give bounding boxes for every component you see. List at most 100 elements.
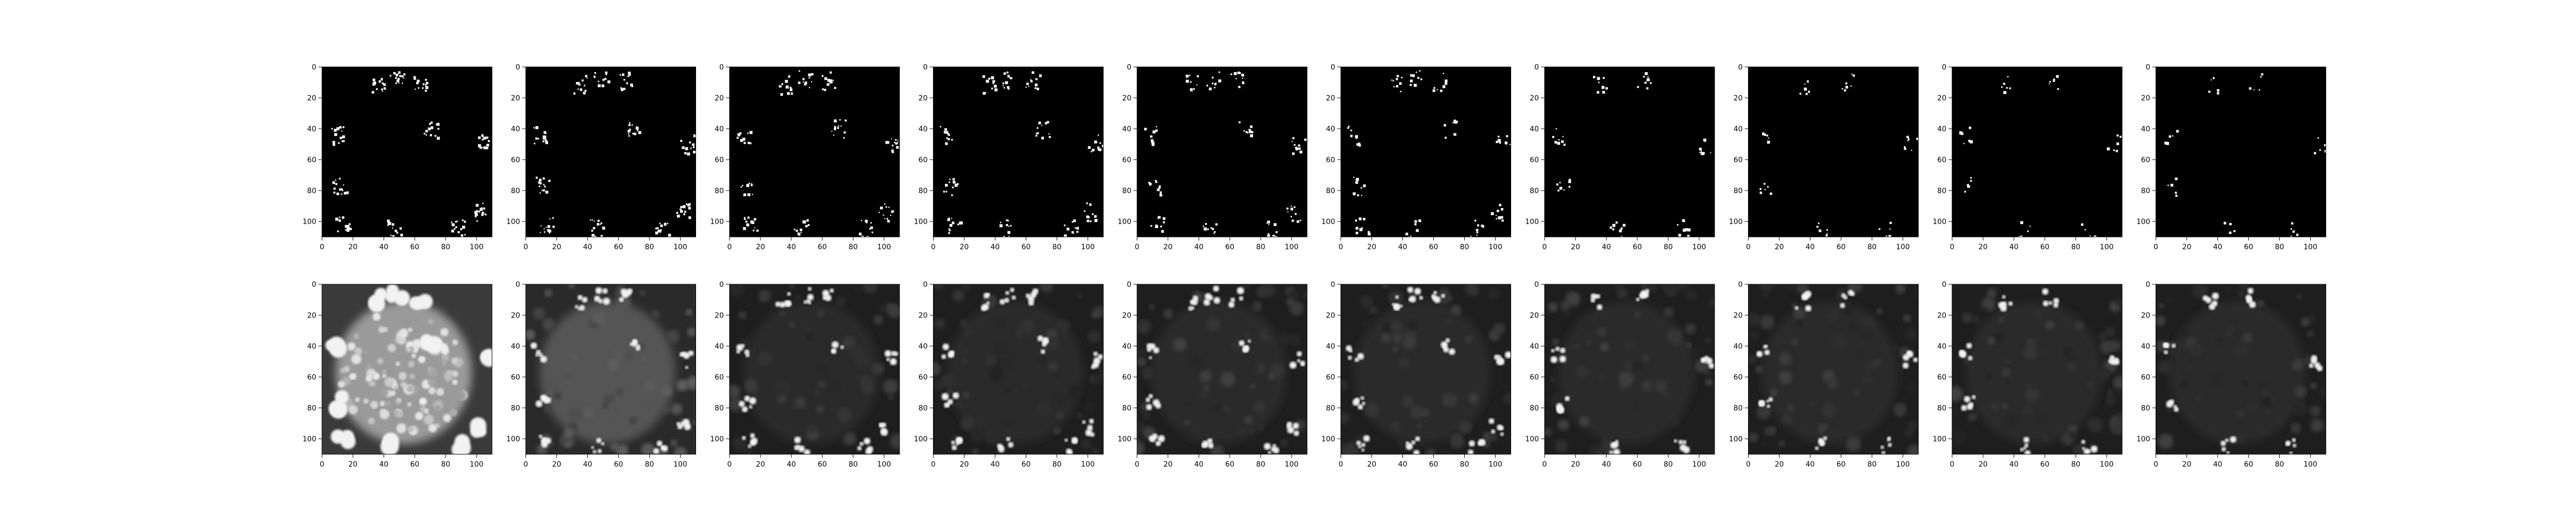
y-tick-label: 20 bbox=[2141, 94, 2150, 102]
x-tick-label: 40 bbox=[583, 243, 592, 251]
y-tick-label: 40 bbox=[2141, 125, 2150, 133]
y-tick-label: 0 bbox=[1331, 281, 1335, 289]
y-tick-label: 60 bbox=[1734, 373, 1743, 382]
y-tick-label: 0 bbox=[1738, 63, 1743, 72]
x-tick-label: 100 bbox=[1488, 243, 1502, 251]
x-tick-label: 80 bbox=[849, 460, 858, 469]
y-tick-label: 20 bbox=[307, 312, 316, 320]
y-tick-label: 100 bbox=[1729, 435, 1743, 443]
x-tick-label: 40 bbox=[2213, 243, 2223, 251]
y-tick-label: 0 bbox=[1738, 281, 1743, 289]
y-tick-label: 40 bbox=[1326, 342, 1335, 351]
x-tick-label: 80 bbox=[2275, 460, 2284, 469]
x-tick-label: 0 bbox=[727, 460, 732, 469]
y-tick-label: 100 bbox=[1933, 435, 1946, 443]
y-tick-label: 20 bbox=[1937, 94, 1946, 102]
y-tick-label: 0 bbox=[923, 63, 928, 72]
x-tick-label: 100 bbox=[1896, 460, 1910, 469]
y-tick-label: 80 bbox=[919, 404, 928, 413]
x-tick-label: 60 bbox=[2244, 460, 2253, 469]
mask-row-panel-8: 0 20 40 60 80 100 0 20 40 60 80 100 bbox=[1729, 63, 1919, 251]
x-tick-label: 100 bbox=[2100, 243, 2114, 251]
y-tick-label: 80 bbox=[2141, 404, 2150, 413]
x-tick-label: 20 bbox=[1163, 243, 1173, 251]
x-tick-label: 0 bbox=[523, 460, 528, 469]
y-tick-label: 0 bbox=[1331, 63, 1335, 72]
y-tick-label: 80 bbox=[1734, 187, 1743, 195]
y-tick-label: 100 bbox=[1117, 218, 1131, 226]
x-tick-label: 20 bbox=[1367, 243, 1377, 251]
y-tick-label: 40 bbox=[919, 125, 928, 133]
y-tick-label: 0 bbox=[312, 63, 316, 72]
x-tick-label: 60 bbox=[1225, 243, 1234, 251]
y-tick-label: 60 bbox=[1326, 156, 1335, 164]
y-tick-label: 40 bbox=[1530, 125, 1539, 133]
x-tick-label: 40 bbox=[1194, 243, 1204, 251]
x-tick-label: 100 bbox=[1896, 243, 1910, 251]
x-tick-label: 60 bbox=[614, 243, 623, 251]
y-tick-label: 40 bbox=[1937, 125, 1946, 133]
y-tick-label: 20 bbox=[307, 94, 316, 102]
y-tick-label: 100 bbox=[506, 218, 520, 226]
y-tick-label: 80 bbox=[1122, 187, 1131, 195]
x-tick-label: 0 bbox=[1543, 243, 1547, 251]
y-tick-label: 40 bbox=[1122, 125, 1131, 133]
x-tick-label: 100 bbox=[877, 243, 891, 251]
y-tick-label: 60 bbox=[1937, 156, 1946, 164]
x-tick-label: 0 bbox=[1338, 460, 1343, 469]
x-tick-label: 60 bbox=[2040, 460, 2049, 469]
y-tick-label: 60 bbox=[1530, 156, 1539, 164]
mask-row-panel-5: 0 20 40 60 80 100 0 20 40 60 80 100 bbox=[1117, 63, 1308, 251]
x-tick-label: 80 bbox=[1868, 243, 1877, 251]
x-tick-label: 80 bbox=[1053, 243, 1062, 251]
x-tick-label: 20 bbox=[756, 243, 765, 251]
x-tick-label: 40 bbox=[2213, 460, 2223, 469]
y-tick-label: 60 bbox=[307, 156, 316, 164]
x-tick-label: 0 bbox=[727, 243, 732, 251]
y-tick-label: 0 bbox=[1127, 63, 1131, 72]
y-tick-label: 20 bbox=[511, 94, 520, 102]
x-tick-label: 20 bbox=[960, 460, 969, 469]
x-tick-label: 0 bbox=[1746, 460, 1751, 469]
x-tick-label: 80 bbox=[1256, 243, 1265, 251]
image-row-panel-2: 0 20 40 60 80 100 0 20 40 60 80 100 bbox=[506, 281, 696, 469]
x-tick-label: 40 bbox=[787, 460, 796, 469]
y-tick-label: 20 bbox=[1122, 312, 1131, 320]
y-tick-label: 0 bbox=[923, 281, 928, 289]
x-tick-label: 40 bbox=[2009, 243, 2019, 251]
y-tick-label: 20 bbox=[1122, 94, 1131, 102]
x-tick-label: 100 bbox=[673, 243, 687, 251]
x-tick-label: 80 bbox=[1256, 460, 1265, 469]
y-tick-label: 0 bbox=[1942, 281, 1946, 289]
x-tick-label: 60 bbox=[1022, 243, 1031, 251]
x-tick-label: 20 bbox=[756, 460, 765, 469]
x-tick-label: 80 bbox=[1868, 460, 1877, 469]
y-tick-label: 0 bbox=[1534, 281, 1539, 289]
x-tick-label: 0 bbox=[1135, 243, 1140, 251]
y-tick-label: 100 bbox=[1729, 218, 1743, 226]
x-tick-label: 40 bbox=[1398, 460, 1408, 469]
y-tick-label: 60 bbox=[919, 373, 928, 382]
y-tick-label: 0 bbox=[516, 281, 520, 289]
y-tick-label: 80 bbox=[307, 187, 316, 195]
y-tick-label: 80 bbox=[1530, 187, 1539, 195]
x-tick-label: 40 bbox=[1602, 460, 1611, 469]
y-tick-label: 20 bbox=[1734, 94, 1743, 102]
y-tick-label: 100 bbox=[302, 218, 316, 226]
x-tick-label: 80 bbox=[2275, 243, 2284, 251]
y-tick-label: 60 bbox=[715, 156, 724, 164]
y-tick-label: 40 bbox=[1122, 342, 1131, 351]
y-tick-label: 0 bbox=[1127, 281, 1131, 289]
x-tick-label: 80 bbox=[645, 243, 654, 251]
x-tick-label: 40 bbox=[1398, 243, 1408, 251]
mask-row-panel-1: 0 20 40 60 80 100 0 20 40 60 80 100 bbox=[302, 63, 493, 251]
x-tick-label: 100 bbox=[1285, 460, 1299, 469]
x-tick-label: 60 bbox=[1837, 460, 1846, 469]
y-tick-label: 80 bbox=[511, 187, 520, 195]
x-tick-label: 60 bbox=[2040, 243, 2049, 251]
x-tick-label: 20 bbox=[1978, 460, 1988, 469]
y-tick-label: 0 bbox=[1942, 63, 1946, 72]
y-tick-label: 20 bbox=[1937, 312, 1946, 320]
y-tick-label: 100 bbox=[1933, 218, 1946, 226]
